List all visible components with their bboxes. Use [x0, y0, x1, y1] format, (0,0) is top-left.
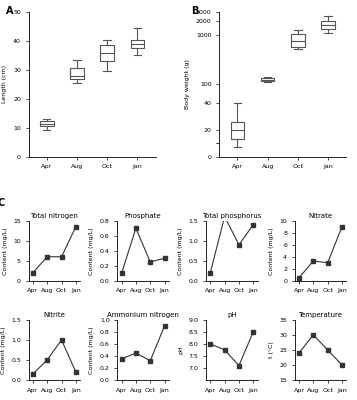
Title: Phosphate: Phosphate: [125, 213, 161, 219]
Bar: [100, 45, 114, 61]
Title: Temperature: Temperature: [298, 312, 342, 318]
Title: Total nitrogen: Total nitrogen: [30, 213, 78, 219]
Text: A: A: [6, 6, 13, 16]
Y-axis label: Content (mg/L): Content (mg/L): [1, 326, 6, 374]
Title: Nitrate: Nitrate: [308, 213, 333, 219]
Y-axis label: Body weight (g): Body weight (g): [185, 60, 190, 109]
Bar: [231, 122, 244, 139]
Bar: [321, 21, 335, 29]
Title: Total phosphorus: Total phosphorus: [202, 213, 261, 219]
Title: Nitrite: Nitrite: [44, 312, 65, 318]
Y-axis label: pH: pH: [178, 346, 183, 354]
Bar: [291, 34, 305, 47]
Bar: [131, 40, 144, 48]
Title: Ammonium nitrogen: Ammonium nitrogen: [107, 312, 179, 318]
Title: pH: pH: [227, 312, 237, 318]
Bar: [40, 121, 54, 126]
Y-axis label: Content (mg/L): Content (mg/L): [89, 227, 94, 274]
Bar: [261, 78, 275, 81]
Text: C: C: [0, 198, 5, 208]
Y-axis label: t (°C): t (°C): [268, 342, 274, 358]
Y-axis label: Content (mg/L): Content (mg/L): [178, 227, 183, 274]
Y-axis label: Content (mg/L): Content (mg/L): [2, 227, 7, 274]
Bar: [70, 68, 84, 79]
Y-axis label: Content (mg/L): Content (mg/L): [269, 227, 274, 274]
Text: B: B: [191, 6, 198, 16]
Y-axis label: Content (mg/L): Content (mg/L): [89, 326, 94, 374]
Y-axis label: Length (cm): Length (cm): [2, 65, 7, 104]
